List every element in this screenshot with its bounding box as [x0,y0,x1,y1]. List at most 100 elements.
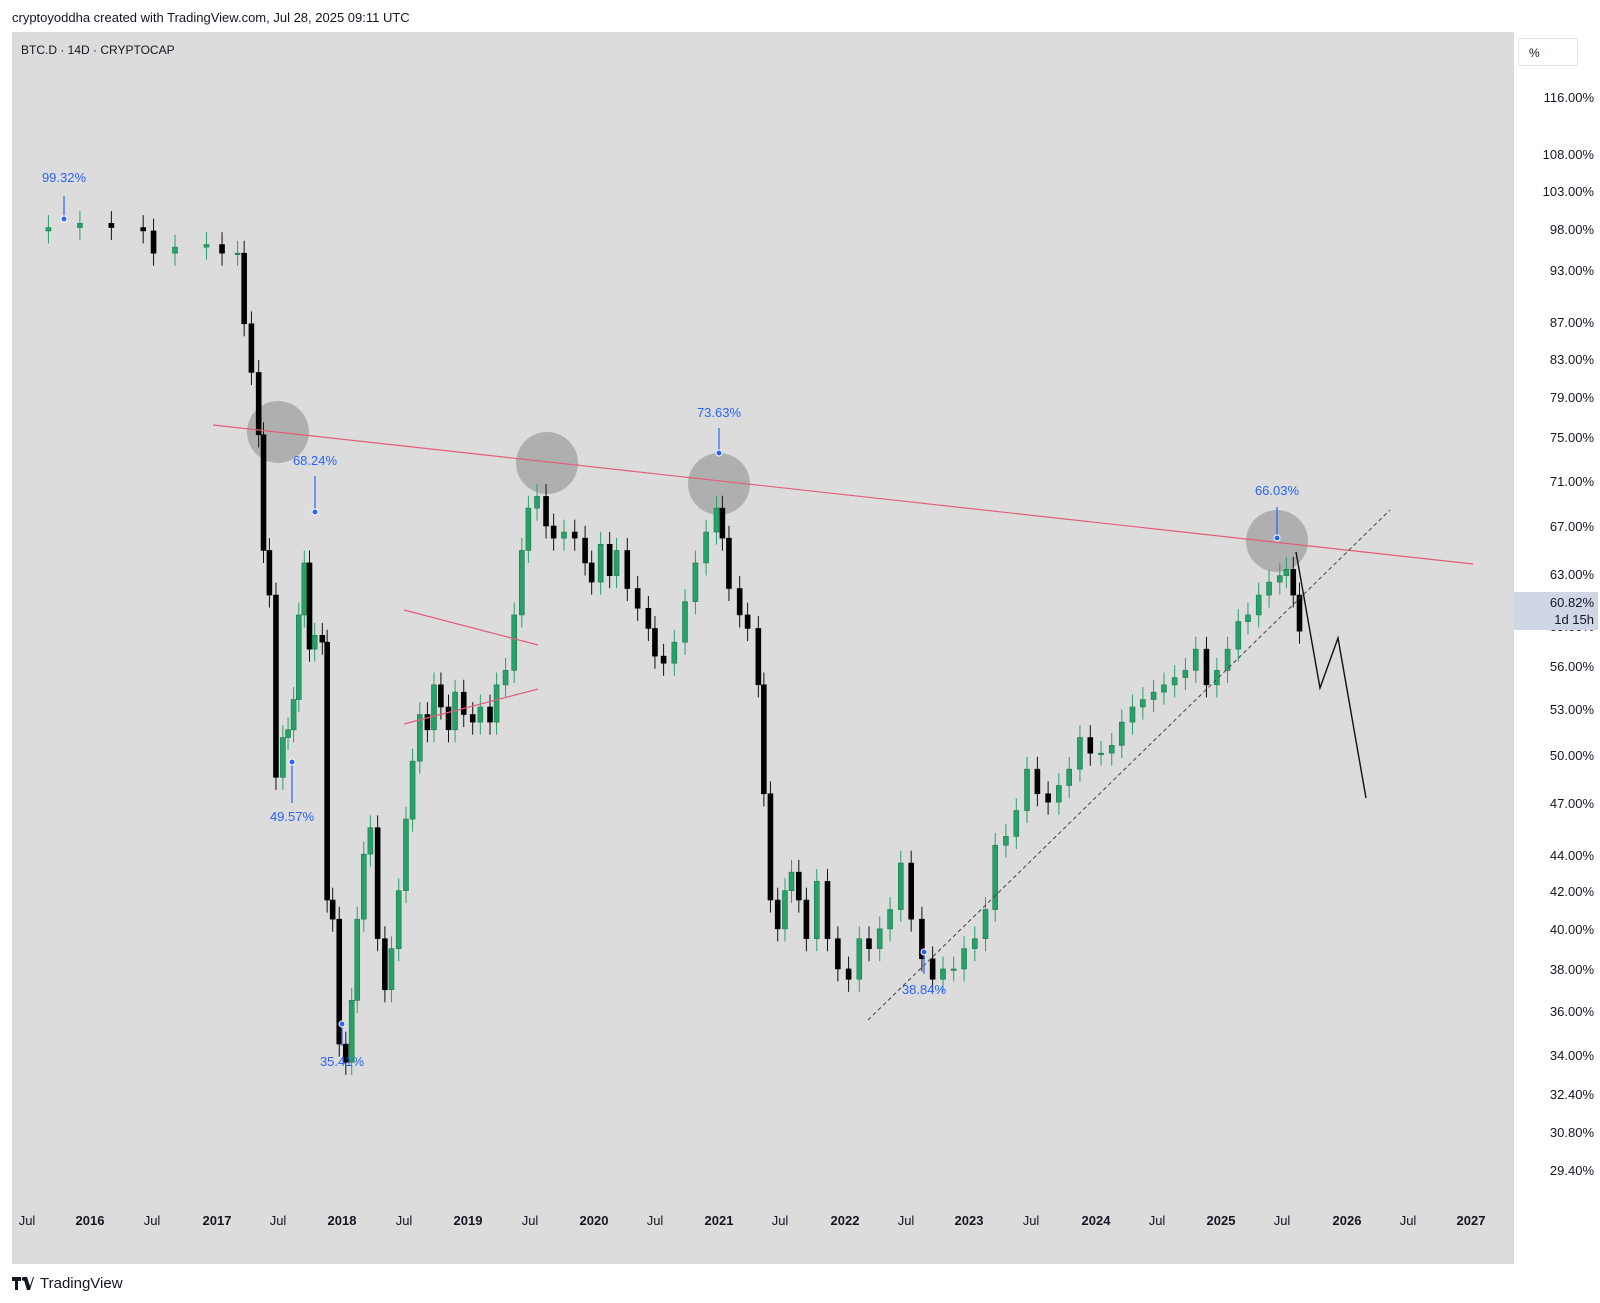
candle[interactable] [1024,756,1030,824]
value-marker[interactable]: 35.41% [320,1020,365,1069]
value-marker[interactable]: 68.24% [293,453,338,516]
candle[interactable] [273,582,279,790]
candle[interactable] [301,550,308,628]
candle[interactable] [1290,556,1297,608]
candle[interactable] [856,926,863,992]
candle[interactable] [652,616,658,669]
candle[interactable] [424,702,431,743]
candle[interactable] [260,422,267,564]
value-marker[interactable]: 66.03% [1255,483,1300,542]
candle[interactable] [824,868,831,952]
candle[interactable] [550,513,557,551]
candle[interactable] [692,550,699,615]
value-marker[interactable]: 38.84% [902,948,947,997]
candle[interactable] [431,672,437,743]
candle[interactable] [438,672,444,720]
candle[interactable] [961,936,967,982]
candle[interactable] [571,519,578,551]
candle[interactable] [1161,672,1167,705]
candle[interactable] [150,218,157,266]
value-marker[interactable]: 99.32% [42,170,87,223]
candle[interactable] [876,916,883,962]
candle[interactable] [940,956,946,992]
candle[interactable] [744,602,751,642]
candle[interactable] [403,806,409,904]
candle[interactable] [1045,781,1051,815]
value-marker[interactable]: 73.63% [697,405,742,457]
projection-path[interactable] [1295,551,1367,799]
candle[interactable] [290,687,297,743]
candle[interactable] [367,815,374,867]
candle[interactable] [774,887,781,942]
candle[interactable] [1087,725,1094,766]
candle[interactable] [329,887,336,932]
candle[interactable] [908,850,914,932]
candle[interactable] [108,210,115,241]
candle[interactable] [1150,679,1157,713]
candle[interactable] [343,1031,349,1075]
candle[interactable] [1077,725,1083,782]
candle[interactable] [866,926,872,962]
candle[interactable] [336,906,343,1057]
candle[interactable] [561,519,567,551]
candle[interactable] [140,215,146,244]
candle[interactable] [543,484,549,539]
candle[interactable] [445,694,452,743]
candle[interactable] [1098,740,1104,766]
candle[interactable] [460,679,467,728]
candle[interactable] [703,519,709,576]
candle[interactable] [534,484,540,521]
candle[interactable] [360,841,367,932]
candle[interactable] [713,495,720,545]
value-marker[interactable]: 49.57% [270,758,315,824]
candle[interactable] [597,531,604,595]
candle[interactable] [982,897,989,952]
candle[interactable] [929,946,936,992]
candle[interactable] [726,525,732,602]
candle[interactable] [682,589,688,655]
candle[interactable] [761,672,767,807]
candle[interactable] [477,694,484,735]
candle[interactable] [1192,636,1199,683]
candle[interactable] [388,936,395,1003]
support-trendline[interactable] [867,509,1391,1021]
candle[interactable] [1235,609,1242,662]
candle[interactable] [835,926,841,982]
candle[interactable] [755,616,762,698]
candle[interactable] [1108,732,1115,766]
candle[interactable] [319,622,326,655]
candle[interactable] [1140,687,1146,720]
candle[interactable] [519,538,525,628]
candle[interactable] [645,595,652,642]
candle[interactable] [588,550,595,595]
candle[interactable] [1276,563,1283,595]
candle[interactable] [582,525,588,576]
candle[interactable] [845,956,852,992]
candle[interactable] [172,234,178,266]
candle[interactable] [795,859,802,913]
candle[interactable] [1296,582,1303,644]
candle[interactable] [1245,602,1251,635]
candle[interactable] [280,725,286,790]
candle[interactable] [767,781,774,913]
candle[interactable] [382,926,388,1003]
resistance-trendline[interactable] [212,424,1474,565]
candle[interactable] [348,987,355,1075]
candle[interactable] [1003,824,1009,858]
candle[interactable] [1056,773,1062,815]
candle[interactable] [898,850,904,923]
pennant-upper-line[interactable] [403,609,539,646]
candle[interactable] [671,629,678,676]
chart-pane[interactable] [12,32,1514,1264]
candle[interactable] [1129,694,1136,735]
candle[interactable] [613,538,620,589]
candle[interactable] [1182,657,1189,691]
candle[interactable] [306,550,313,662]
candle[interactable] [234,240,241,266]
candle[interactable] [1224,636,1231,683]
candle[interactable] [634,576,641,621]
candle[interactable] [203,232,210,260]
candle[interactable] [972,926,978,962]
candle[interactable] [736,576,743,628]
candle[interactable] [950,956,957,982]
